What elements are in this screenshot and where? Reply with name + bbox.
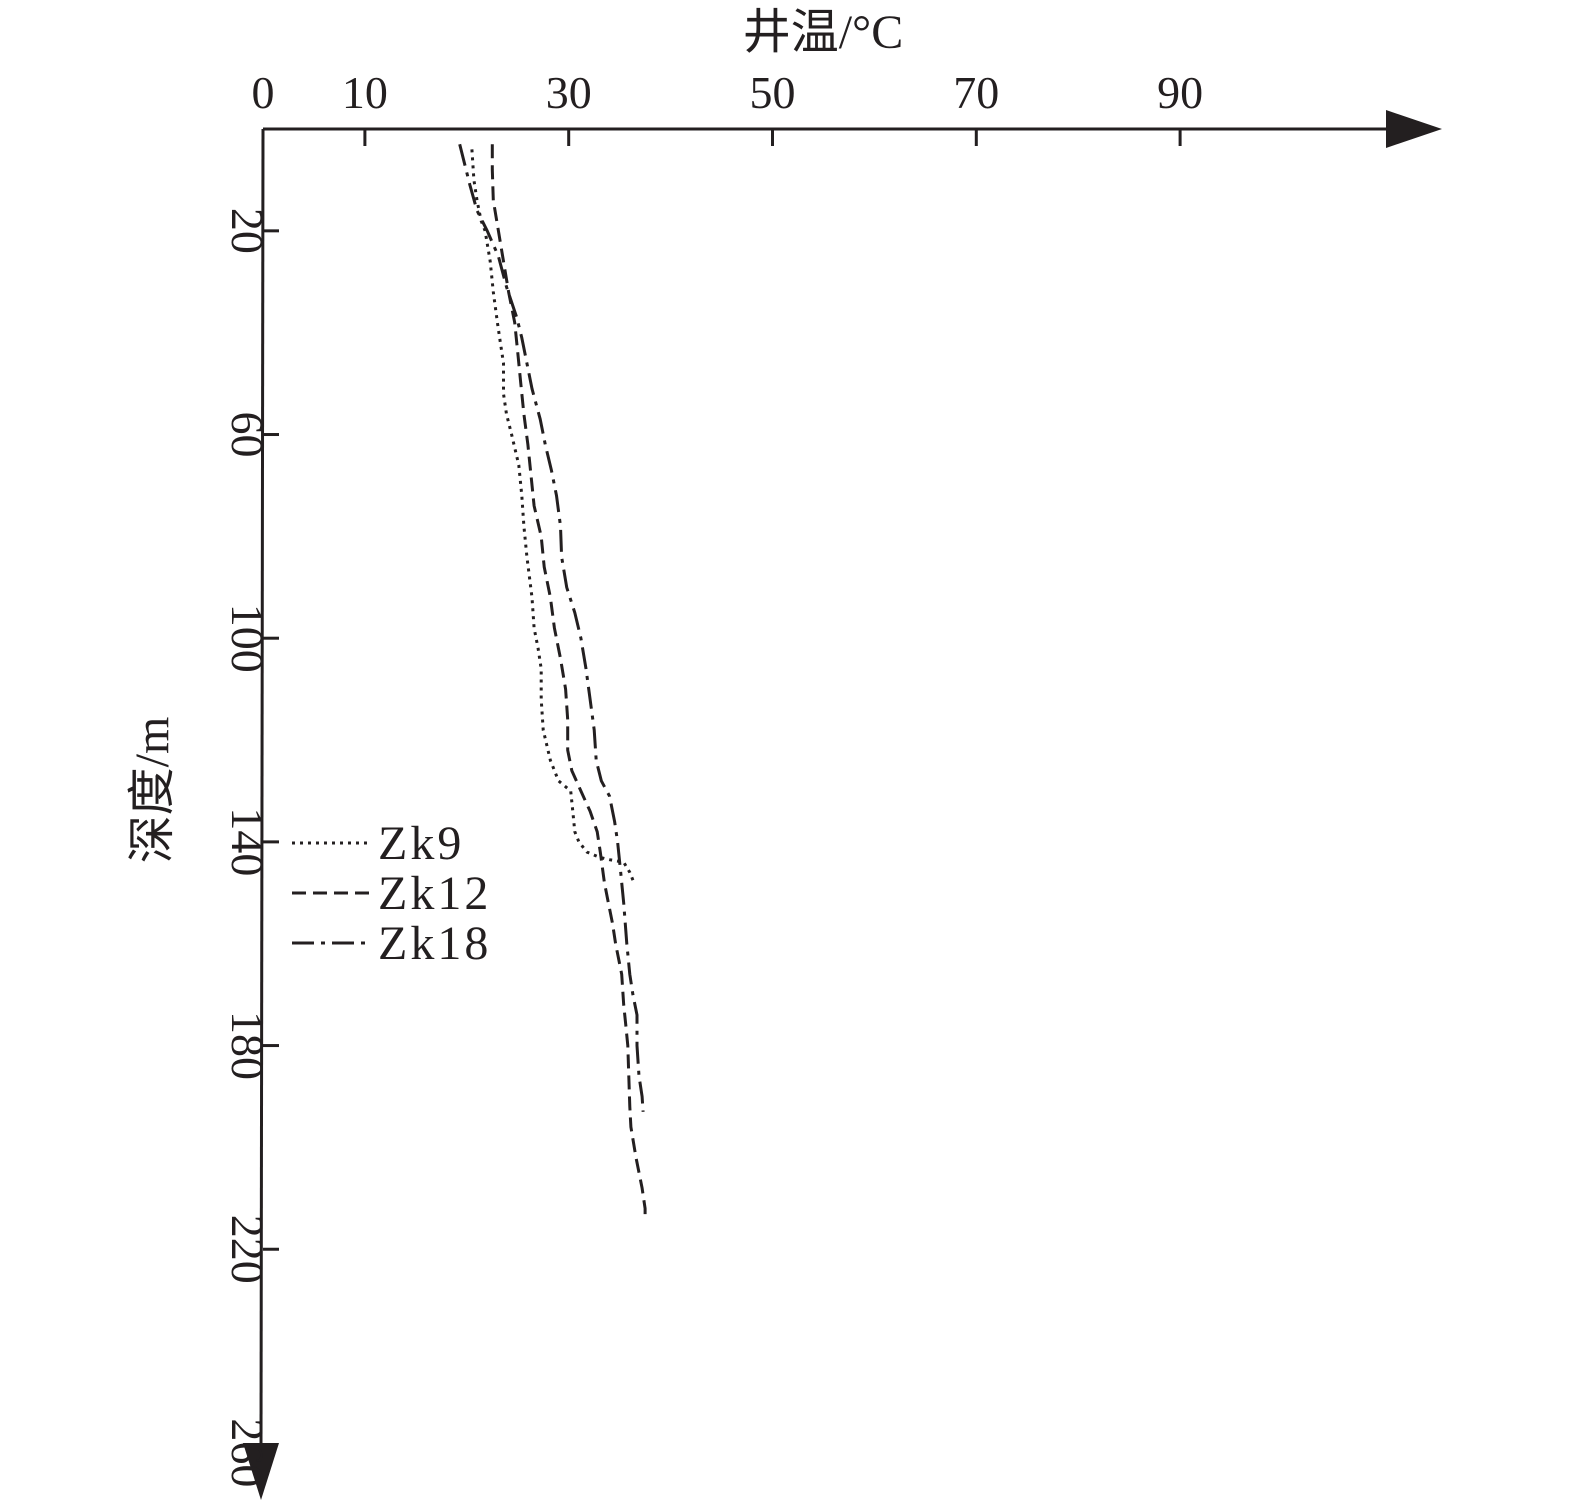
x-axis-arrow-icon (1386, 110, 1442, 148)
series-line-zk9 (470, 149, 636, 884)
x-tick-label: 0 (252, 67, 275, 118)
axes: 0 10 30 50 70 90 井温/°C 20 60 100 140 180 220 260 深度/m (126, 6, 1442, 1500)
series-line-zk18 (458, 143, 645, 1112)
x-axis-title: 井温/°C (743, 6, 904, 59)
series-line-zk12 (490, 144, 647, 1219)
y-tick-label: 220 (222, 1215, 273, 1284)
y-tick-label: 140 (222, 807, 273, 876)
y-tick-label: 100 (222, 604, 273, 673)
x-tick-label: 50 (750, 67, 796, 118)
y-tick-label: 20 (222, 208, 273, 254)
x-tick-label: 30 (546, 67, 592, 118)
y-axis-arrow-icon (243, 1443, 279, 1500)
y-tick-label: 260 (222, 1418, 273, 1487)
x-tick-label: 10 (342, 67, 388, 118)
x-tick-label: 90 (1157, 67, 1203, 118)
y-axis-title: 深度/m (126, 717, 179, 864)
series-layer (458, 143, 647, 1219)
y-axis-line (259, 128, 265, 1447)
x-tick-label: 70 (953, 67, 999, 118)
legend-label-zk12: Zk12 (378, 867, 491, 920)
legend-label-zk18: Zk18 (378, 917, 491, 970)
y-tick-label: 60 (222, 412, 273, 458)
legend-label-zk9: Zk9 (378, 817, 464, 870)
y-tick-label: 180 (222, 1011, 273, 1080)
